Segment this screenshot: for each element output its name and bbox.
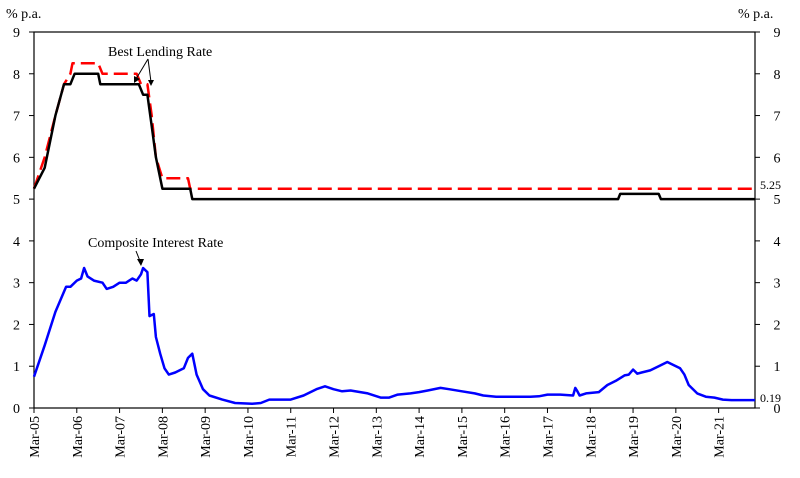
y-tick-label-right: 2	[774, 318, 781, 333]
x-tick-label: Mar-07	[114, 416, 129, 458]
x-tick-label: Mar-20	[670, 416, 685, 458]
y-tick-label-right: 3	[774, 277, 781, 292]
x-tick-label: Mar-10	[242, 416, 257, 458]
x-tick-label: Mar-18	[584, 416, 599, 458]
arrow-heads	[134, 76, 154, 86]
x-tick-label: Mar-06	[71, 416, 86, 458]
y-tick-label-right: 0	[774, 402, 781, 417]
y-tick-label-right: 9	[774, 26, 781, 41]
y-axis-left: 0 1 2 3 4 5 6 7 8 9	[13, 26, 34, 417]
series-layer	[32, 62, 755, 406]
y-tick-label-left: 6	[13, 151, 20, 166]
y-axis-right: 0 1 2 3 4 5 6 7 8 9	[755, 26, 781, 417]
y-tick-label-left: 5	[13, 193, 20, 208]
x-tick-label: Mar-11	[285, 416, 300, 457]
end-value-red-label: 5.25	[760, 178, 781, 192]
y-tick-label-right: 8	[774, 68, 781, 83]
y-tick-label-left: 8	[13, 68, 20, 83]
y-unit-right: % p.a.	[738, 7, 773, 22]
x-axis: Mar-05 Mar-06 Mar-07 Mar-08 Mar-09 Mar-10 Mar-…	[28, 408, 728, 458]
y-tick-label-left: 7	[13, 110, 20, 125]
y-tick-label-left: 0	[13, 402, 20, 417]
end-value-blue-label: 0.19	[760, 391, 781, 405]
x-tick-label: Mar-08	[156, 416, 171, 458]
composite-rate-arrow	[135, 250, 144, 266]
series-line-0	[32, 62, 755, 190]
series-line-2	[32, 266, 755, 406]
best-lending-rate-arrows	[135, 58, 152, 83]
best-lending-rate-label: Best Lending Rate	[108, 45, 212, 60]
x-tick-label: Mar-14	[413, 416, 428, 458]
composite-interest-rate-label: Composite Interest Rate	[88, 236, 223, 251]
y-tick-label-right: 6	[774, 151, 781, 166]
x-tick-label: Mar-21	[713, 416, 728, 458]
y-tick-label-right: 4	[774, 235, 781, 250]
x-tick-label: Mar-12	[328, 416, 343, 458]
series-line-1	[32, 72, 755, 201]
y-tick-label-left: 3	[13, 277, 20, 292]
y-tick-label-left: 9	[13, 26, 20, 41]
y-tick-label-right: 7	[774, 110, 781, 125]
x-tick-label: Mar-19	[627, 416, 642, 458]
x-tick-label: Mar-17	[541, 416, 556, 458]
y-tick-label-right: 5	[774, 193, 781, 208]
y-tick-label-left: 1	[13, 360, 20, 375]
x-tick-label: Mar-05	[28, 416, 43, 458]
y-unit-left: % p.a.	[6, 7, 41, 22]
x-tick-label: Mar-16	[499, 416, 514, 458]
x-tick-label: Mar-15	[456, 416, 471, 458]
x-tick-label: Mar-13	[370, 416, 385, 458]
plot-frame	[33, 31, 756, 409]
y-tick-label-right: 1	[774, 360, 781, 375]
y-tick-label-left: 4	[13, 235, 20, 250]
x-tick-label: Mar-09	[199, 416, 214, 458]
y-tick-label-left: 2	[13, 318, 20, 333]
